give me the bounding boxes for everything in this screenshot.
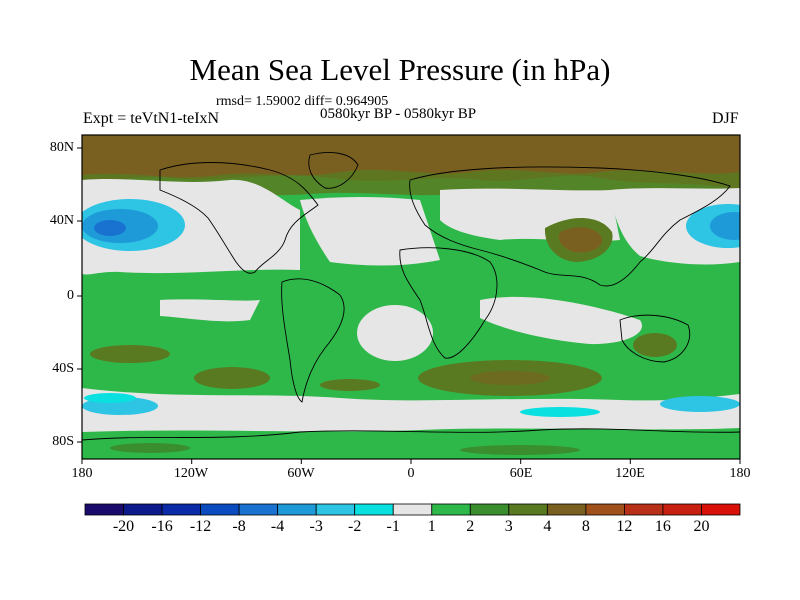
colorbar-label: -16	[151, 518, 173, 535]
south-low-mid	[520, 407, 600, 417]
colorbar-label: -8	[232, 518, 246, 535]
south-pacific-olive	[90, 345, 170, 363]
colorbar	[84, 503, 741, 516]
x-label-120w: 120W	[173, 466, 209, 481]
southern-white-band	[82, 388, 740, 432]
colorbar-swatch	[277, 503, 317, 516]
south-atlantic-olive	[320, 379, 380, 391]
colorbar-swatch	[585, 503, 625, 516]
colorbar-swatch	[624, 503, 664, 516]
stats-line: rmsd= 1.59002 diff= 0.964905	[216, 94, 389, 109]
colorbar-label: 1	[427, 518, 436, 535]
colorbar-label: -3	[309, 518, 323, 535]
x-label-180w: 180	[71, 466, 93, 481]
colorbar-label: 20	[693, 518, 710, 535]
map-field	[82, 135, 740, 459]
colorbar-swatch	[238, 503, 279, 516]
colorbar-label: -2	[348, 518, 362, 535]
colorbar-label: 2	[466, 518, 475, 535]
axis-ticks	[77, 147, 741, 464]
aus-olive	[633, 333, 677, 357]
x-label-60e: 60E	[509, 466, 533, 481]
colorbar-label: -20	[112, 518, 135, 535]
colorbar-swatch	[200, 503, 240, 516]
coastlines	[82, 152, 740, 441]
colorbar-swatch	[315, 503, 356, 516]
x-label-60w: 60W	[287, 466, 315, 481]
colorbar-swatch	[546, 503, 587, 516]
y-label-80n: 80N	[49, 140, 74, 155]
indian-ocean-white	[480, 296, 642, 345]
colorbar-swatch	[354, 503, 394, 516]
colorbar-swatch	[469, 503, 510, 516]
south-indian-brown	[470, 371, 550, 385]
north-atlantic-white	[300, 197, 440, 266]
colorbar-swatch	[123, 503, 163, 516]
y-label-40n: 40N	[49, 213, 74, 228]
x-label-180e: 180	[729, 466, 751, 481]
y-label-80s: 80S	[52, 434, 74, 449]
colorbar-label: 12	[616, 518, 633, 535]
colorbar-swatch	[161, 503, 201, 516]
antarctica-olive	[110, 443, 190, 453]
colorbar-label: -1	[386, 518, 400, 535]
colorbar-label: 16	[654, 518, 671, 535]
coast-australia	[619, 314, 691, 363]
tibet-high-core	[558, 227, 603, 253]
south-low-west-aqua	[84, 393, 136, 403]
colorbar-swatch	[392, 503, 433, 516]
colorbar-label: 8	[581, 518, 590, 535]
colorbar-label: -12	[189, 518, 212, 535]
coast-africa	[399, 247, 498, 359]
south-low-east	[660, 396, 740, 412]
chart-title: Mean Sea Level Pressure (in hPa)	[189, 52, 611, 87]
x-label-0: 0	[407, 466, 415, 481]
y-label-0: 0	[67, 288, 74, 303]
y-label-40s: 40S	[52, 361, 74, 376]
season-label: DJF	[712, 110, 739, 127]
coast-south-america	[281, 278, 345, 403]
south-pacific-olive-2	[194, 367, 270, 389]
experiment-label: Expt = teVtN1-teIxN	[83, 110, 220, 127]
pacific-low-east-core	[710, 212, 740, 240]
coast-greenland	[308, 152, 359, 189]
x-label-120e: 120E	[615, 466, 645, 481]
colorbar-swatch	[431, 503, 471, 516]
colorbar-swatch	[84, 503, 124, 516]
antarctica-olive-2	[460, 445, 580, 455]
pacific-low-west-deep	[94, 220, 126, 236]
east-pacific-white	[160, 299, 260, 322]
coast-north-america	[159, 162, 319, 274]
south-atlantic-white	[357, 305, 433, 361]
colorbar-label: 3	[504, 518, 513, 535]
coast-antarctica	[82, 428, 740, 441]
colorbar-swatch	[662, 503, 702, 516]
period-label: 0580kyr BP - 0580kyr BP	[320, 106, 477, 122]
colorbar-swatch	[701, 503, 741, 516]
colorbar-label: 4	[543, 518, 552, 535]
colorbar-label: -4	[270, 518, 285, 535]
coast-eurasia	[409, 166, 731, 287]
antarctica-field	[82, 428, 740, 459]
colorbar-swatch	[508, 503, 548, 516]
